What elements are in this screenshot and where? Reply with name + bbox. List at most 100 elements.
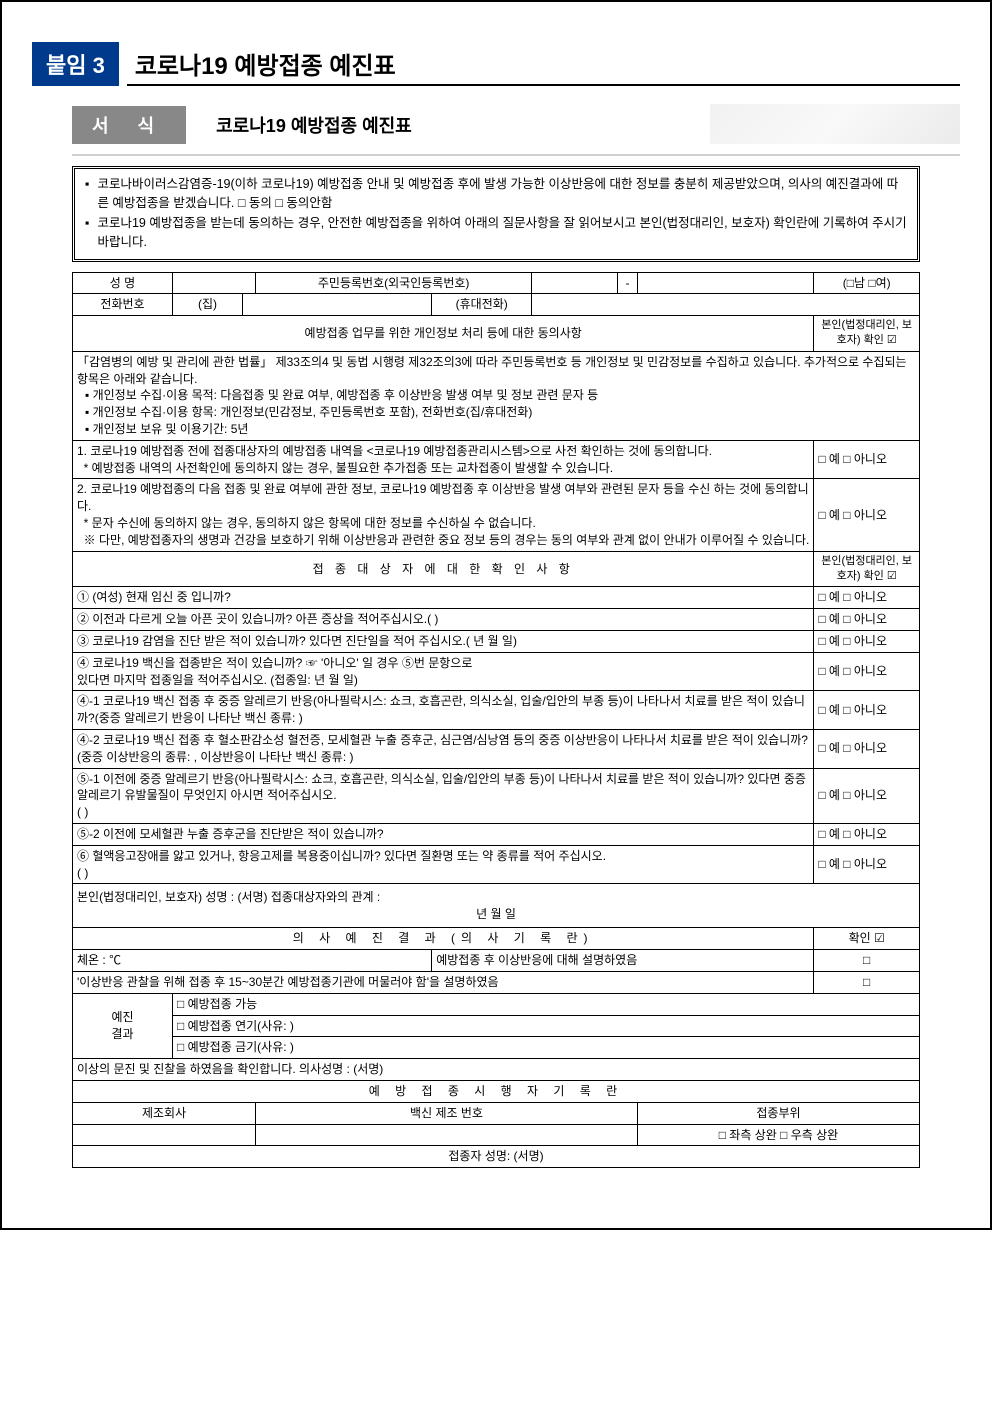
q6-text: ⑥ 혈액응고장애를 앓고 있거나, 항응고제를 복용중이십니까? 있다면 질환명… bbox=[73, 845, 814, 884]
observe-check[interactable]: □ bbox=[814, 971, 920, 993]
q1-check[interactable]: □ 예 □ 아니오 bbox=[814, 587, 920, 609]
phone-label: 전화번호 bbox=[73, 294, 173, 316]
manufacturer-field[interactable] bbox=[73, 1124, 256, 1146]
lot-label: 백신 제조 번호 bbox=[256, 1102, 638, 1124]
gender-field[interactable]: (□남 □여) bbox=[814, 272, 920, 294]
consent-bullet-1: 개인정보 수집·이용 목적: 다음접종 및 완료 여부, 예방접종 후 이상반응… bbox=[85, 387, 915, 404]
signature-row: 본인(법정대리인, 보호자) 성명 : (서명) 접종대상자와의 관계 : 년 … bbox=[73, 884, 920, 928]
consent-bullet-2: 개인정보 수집·이용 항목: 개인정보(민감정보, 주민등록번호 포함), 전화… bbox=[85, 404, 915, 421]
consent-q2-row: 2. 코로나19 예방접종의 다음 접종 및 완료 여부에 관한 정보, 코로나… bbox=[73, 479, 920, 551]
doctor-confirm-header: 확인 ☑ bbox=[814, 928, 920, 950]
doctor-header: 의 사 예 진 결 과 (의 사 기 록 란) bbox=[73, 928, 814, 950]
bullet-icon: ▪ bbox=[85, 214, 89, 253]
result-row-2: □ 예방접종 연기(사유: ) bbox=[73, 1015, 920, 1037]
admin-labels-row: 제조회사 백신 제조 번호 접종부위 bbox=[73, 1102, 920, 1124]
q6-check[interactable]: □ 예 □ 아니오 bbox=[814, 845, 920, 884]
signature-cell[interactable]: 본인(법정대리인, 보호자) 성명 : (서명) 접종대상자와의 관계 : 년 … bbox=[73, 884, 920, 928]
notice-item-1: ▪ 코로나바이러스감염증-19(이하 코로나19) 예방접종 안내 및 예방접종… bbox=[85, 175, 907, 214]
result-row-3: □ 예방접종 금기(사유: ) bbox=[73, 1037, 920, 1059]
rrn-field-1[interactable] bbox=[532, 272, 618, 294]
q4-check[interactable]: □ 예 □ 아니오 bbox=[814, 652, 920, 691]
q5-1-check[interactable]: □ 예 □ 아니오 bbox=[814, 768, 920, 823]
q5-2-row: ⑤-2 이전에 모세혈관 누출 증후군을 진단받은 적이 있습니까? □ 예 □… bbox=[73, 823, 920, 845]
result-row-1: 예진 결과 □ 예방접종 가능 bbox=[73, 993, 920, 1015]
doctor-confirm-row: 이상의 문진 및 진찰을 하였음을 확인합니다. 의사성명 : (서명) bbox=[73, 1059, 920, 1081]
subject-header: 접 종 대 상 자 에 대 한 확 인 사 항 bbox=[73, 551, 814, 587]
consent-q1-check[interactable]: □ 예 □ 아니오 bbox=[814, 440, 920, 479]
explained-check[interactable]: □ bbox=[814, 950, 920, 972]
phone-row: 전화번호 (집) (휴대전화) bbox=[73, 294, 920, 316]
q4-2-row: ④-2 코로나19 백신 접종 후 혈소판감소성 혈전증, 모세혈관 누출 증후… bbox=[73, 730, 920, 769]
q6-row: ⑥ 혈액응고장애를 앓고 있거나, 항응고제를 복용중이십니까? 있다면 질환명… bbox=[73, 845, 920, 884]
q4-2-check[interactable]: □ 예 □ 아니오 bbox=[814, 730, 920, 769]
result-postpone[interactable]: □ 예방접종 연기(사유: ) bbox=[173, 1015, 920, 1037]
observe-row: '이상반응 관찰을 위해 접종 후 15~30분간 예방접종기관에 머물러야 함… bbox=[73, 971, 920, 993]
sub-title: 코로나19 예방접종 예진표 bbox=[216, 112, 412, 138]
lot-field[interactable] bbox=[256, 1124, 638, 1146]
form-header: 서 식 코로나19 예방접종 예진표 bbox=[72, 106, 960, 156]
header-decoration bbox=[710, 104, 960, 144]
consent-bullets: 개인정보 수집·이용 목적: 다음접종 및 완료 여부, 예방접종 후 이상반응… bbox=[77, 387, 915, 437]
consent-q1-cell: 1. 코로나19 예방접종 전에 접종대상자의 예방접종 내역을 <코로나19 … bbox=[73, 440, 814, 479]
dash: - bbox=[617, 272, 637, 294]
explained-text: 예방접종 후 이상반응에 대해 설명하였음 bbox=[432, 950, 814, 972]
consent-q2-check[interactable]: □ 예 □ 아니오 bbox=[814, 479, 920, 551]
notice-text-1: 코로나바이러스감염증-19(이하 코로나19) 예방접종 안내 및 예방접종 후… bbox=[97, 175, 907, 214]
consent-q2-note1: * 문자 수신에 동의하지 않는 경우, 동의하지 않은 항목에 대한 정보를 … bbox=[77, 515, 809, 532]
main-title: 코로나19 예방접종 예진표 bbox=[127, 42, 960, 86]
subject-header-row: 접 종 대 상 자 에 대 한 확 인 사 항 본인(법정대리인, 보호자) 확… bbox=[73, 551, 920, 587]
mobile-field[interactable] bbox=[532, 294, 920, 316]
observe-text: '이상반응 관찰을 위해 접종 후 15~30분간 예방접종기관에 머물러야 함… bbox=[73, 971, 814, 993]
consent-q2-note2: ※ 다만, 예방접종자의 생명과 건강을 보호하기 위해 이상반응과 관련한 중… bbox=[77, 532, 809, 549]
attachment-badge: 붙임 3 bbox=[32, 42, 119, 86]
vaccinator-row: 접종자 성명: (서명) bbox=[73, 1146, 920, 1168]
arm-field[interactable]: □ 좌측 상완 □ 우측 상완 bbox=[637, 1124, 919, 1146]
mobile-label: (휴대전화) bbox=[432, 294, 532, 316]
q4-row: ④ 코로나19 백신을 접종받은 적이 있습니까? ☞ '아니오' 일 경우 ⑤… bbox=[73, 652, 920, 691]
q5-1-row: ⑤-1 이전에 중증 알레르기 반응(아나필락시스: 쇼크, 호흡곤란, 의식소… bbox=[73, 768, 920, 823]
q4-1-row: ④-1 코로나19 백신 접종 후 중증 알레르기 반응(아나필락시스: 쇼크,… bbox=[73, 691, 920, 730]
vaccinator-field[interactable]: 접종자 성명: (서명) bbox=[73, 1146, 920, 1168]
q3-text: ③ 코로나19 감염을 진단 받은 적이 있습니까? 있다면 진단일을 적어 주… bbox=[73, 631, 814, 653]
q1-row: ① (여성) 현재 임신 중 입니까? □ 예 □ 아니오 bbox=[73, 587, 920, 609]
consent-intro-cell: 「감염병의 예방 및 관리에 관한 법률」 제33조의4 및 동법 시행령 제3… bbox=[73, 351, 920, 440]
form-label-badge: 서 식 bbox=[72, 106, 186, 144]
rrn-field-2[interactable] bbox=[637, 272, 813, 294]
signature-date: 년 월 일 bbox=[77, 906, 915, 923]
q3-check[interactable]: □ 예 □ 아니오 bbox=[814, 631, 920, 653]
home-phone-field[interactable] bbox=[243, 294, 432, 316]
rrn-label: 주민등록번호(외국인등록번호) bbox=[256, 272, 532, 294]
result-contraindicate[interactable]: □ 예방접종 금기(사유: ) bbox=[173, 1037, 920, 1059]
q3-row: ③ 코로나19 감염을 진단 받은 적이 있습니까? 있다면 진단일을 적어 주… bbox=[73, 631, 920, 653]
confirm-col-header: 본인(법정대리인, 보호자) 확인 ☑ bbox=[814, 316, 920, 352]
admin-values-row: □ 좌측 상완 □ 우측 상완 bbox=[73, 1124, 920, 1146]
consent-q2-cell: 2. 코로나19 예방접종의 다음 접종 및 완료 여부에 관한 정보, 코로나… bbox=[73, 479, 814, 551]
q2-row: ② 이전과 다르게 오늘 아픈 곳이 있습니까? 아픈 증상을 적어주십시오.(… bbox=[73, 609, 920, 631]
q5-2-check[interactable]: □ 예 □ 아니오 bbox=[814, 823, 920, 845]
manufacturer-label: 제조회사 bbox=[73, 1102, 256, 1124]
q4-text: ④ 코로나19 백신을 접종받은 적이 있습니까? ☞ '아니오' 일 경우 ⑤… bbox=[73, 652, 814, 691]
admin-header: 예 방 접 종 시 행 자 기 록 란 bbox=[73, 1080, 920, 1102]
temp-field[interactable]: 체온 : ℃ bbox=[73, 950, 432, 972]
subject-confirm-col: 본인(법정대리인, 보호자) 확인 ☑ bbox=[814, 551, 920, 587]
title-row: 붙임 3 코로나19 예방접종 예진표 bbox=[32, 42, 960, 86]
notice-item-2: ▪ 코로나19 예방접종을 받는데 동의하는 경우, 안전한 예방접종을 위하여… bbox=[85, 214, 907, 253]
temp-row: 체온 : ℃ 예방접종 후 이상반응에 대해 설명하였음 □ bbox=[73, 950, 920, 972]
q4-1-text: ④-1 코로나19 백신 접종 후 중증 알레르기 반응(아나필락시스: 쇼크,… bbox=[73, 691, 814, 730]
q2-check[interactable]: □ 예 □ 아니오 bbox=[814, 609, 920, 631]
notice-box: ▪ 코로나바이러스감염증-19(이하 코로나19) 예방접종 안내 및 예방접종… bbox=[72, 166, 920, 262]
notice-text-2: 코로나19 예방접종을 받는데 동의하는 경우, 안전한 예방접종을 위하여 아… bbox=[97, 214, 907, 253]
result-possible[interactable]: □ 예방접종 가능 bbox=[173, 993, 920, 1015]
consent-q1-main: 1. 코로나19 예방접종 전에 접종대상자의 예방접종 내역을 <코로나19 … bbox=[77, 443, 809, 460]
bullet-icon: ▪ bbox=[85, 175, 89, 214]
q2-text: ② 이전과 다르게 오늘 아픈 곳이 있습니까? 아픈 증상을 적어주십시오.(… bbox=[73, 609, 814, 631]
consent-q1-note: * 예방접종 내역의 사전확인에 동의하지 않는 경우, 불필요한 추가접종 또… bbox=[77, 460, 809, 477]
signature-line: 본인(법정대리인, 보호자) 성명 : (서명) 접종대상자와의 관계 : bbox=[77, 889, 915, 906]
q4-1-check[interactable]: □ 예 □ 아니오 bbox=[814, 691, 920, 730]
page-container: 붙임 3 코로나19 예방접종 예진표 서 식 코로나19 예방접종 예진표 ▪… bbox=[0, 0, 992, 1230]
doctor-confirm-line[interactable]: 이상의 문진 및 진찰을 하였음을 확인합니다. 의사성명 : (서명) bbox=[73, 1059, 920, 1081]
doctor-header-row: 의 사 예 진 결 과 (의 사 기 록 란) 확인 ☑ bbox=[73, 928, 920, 950]
consent-bullet-3: 개인정보 보유 및 이용기간: 5년 bbox=[85, 421, 915, 438]
name-field[interactable] bbox=[173, 272, 256, 294]
consent-header: 예방접종 업무를 위한 개인정보 처리 등에 대한 동의사항 bbox=[73, 316, 814, 352]
